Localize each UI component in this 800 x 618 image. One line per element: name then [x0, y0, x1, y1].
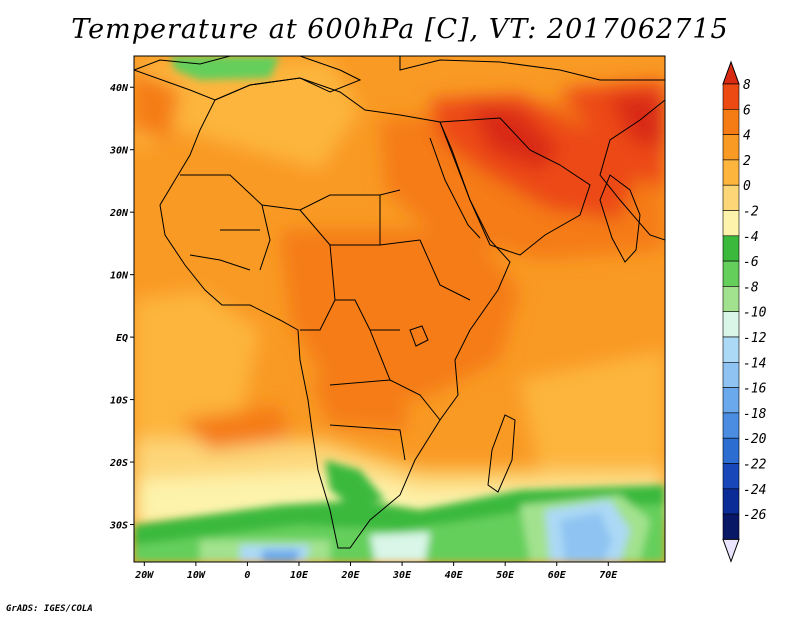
colorbar-swatch	[722, 184, 740, 211]
colorbar-label: -14	[743, 356, 766, 371]
colorbar-swatch	[722, 412, 740, 439]
colorbar-label: -24	[743, 483, 766, 498]
country-borders	[180, 174, 471, 461]
chart-title: Temperature at 600hPa [C], VT: 201706271…	[71, 14, 729, 45]
colorbar-label: -2	[743, 205, 759, 220]
colorbar-label: 2	[743, 154, 751, 169]
colorbar-swatch	[722, 463, 740, 490]
field-zone-mild-north	[134, 60, 360, 170]
field-zone-cold-cape	[370, 532, 430, 562]
colorbar-swatch	[722, 83, 740, 110]
field-zone-warm-sw	[180, 405, 290, 450]
colorbar: 8 6 4 2 0 -2 -4 -6 -8 -10 -12 -14 -16 -18 -20 -22 -24 -26	[722, 60, 767, 563]
x-tick-label: 0	[244, 570, 250, 581]
plot-frame	[133, 55, 666, 563]
colorbar-swatch	[722, 260, 740, 287]
colorbar-swatch	[722, 311, 740, 338]
x-tick-label: 50E	[496, 570, 515, 581]
colorbar-bottom-arrow	[722, 538, 740, 563]
colorbar-swatch	[722, 513, 740, 540]
x-tick-label: 20W	[134, 570, 154, 581]
colorbar-label: -26	[743, 508, 767, 523]
field-zone-coldest-west-core	[262, 550, 300, 562]
y-tick-label: EQ	[116, 333, 128, 344]
y-tick-label: 30S	[109, 521, 128, 532]
temperature-field	[134, 56, 665, 562]
y-tick-label: 20N	[109, 208, 129, 219]
colorbar-label: -10	[743, 306, 767, 321]
lake-victoria	[409, 325, 429, 347]
colorbar-label: -22	[743, 458, 767, 473]
field-zone-coldest-east-core	[560, 512, 612, 562]
field-zone-mild-east	[520, 350, 665, 470]
x-tick-label: 40E	[445, 570, 464, 581]
colorbar-top-arrow	[722, 60, 740, 85]
colorbar-swatch	[722, 210, 740, 237]
field-zone-warm-kalahari	[310, 380, 410, 430]
colorbar-label: -18	[743, 407, 767, 422]
colorbar-swatch	[722, 336, 740, 363]
colorbar-swatch	[722, 387, 740, 414]
y-tick-label: 40N	[110, 83, 129, 94]
colorbar-swatch	[722, 109, 740, 135]
colorbar-label: -16	[743, 382, 767, 397]
colorbar-label: 0	[743, 179, 751, 194]
colorbar-label: -4	[743, 230, 759, 245]
colorbar-swatch	[722, 159, 740, 186]
software-credit: GrADS: IGES/COLA	[6, 604, 93, 614]
y-axis-ticks: 40N 30N 20N 10N EQ 10S 20S 30S	[109, 83, 134, 532]
coastlines	[134, 56, 665, 549]
field-zone-mild-west	[134, 290, 260, 440]
red-sea	[429, 137, 481, 239]
arabia-coastline	[439, 117, 591, 256]
x-tick-label: 30E	[392, 570, 412, 581]
field-zone-hottest-east	[610, 95, 665, 150]
colorbar-swatch	[722, 286, 740, 312]
x-axis-ticks: 20W 10W 0 10E 20E 30E 40E 50E 60E 70E	[134, 562, 618, 581]
colorbar-swatch	[722, 361, 740, 388]
y-tick-label: 20S	[109, 458, 128, 469]
x-tick-label: 10W	[187, 570, 206, 581]
x-tick-label: 70E	[599, 570, 618, 581]
colorbar-swatch	[722, 488, 740, 515]
x-tick-label: 20E	[340, 570, 360, 581]
x-tick-label: 60E	[548, 570, 567, 581]
india-coastline	[599, 174, 641, 263]
field-zone-warm-west	[134, 70, 180, 140]
colorbar-swatch	[722, 235, 740, 262]
colorbar-swatch	[722, 134, 740, 161]
field-zone-warm-center	[280, 230, 520, 400]
colorbar-label: 8	[743, 78, 751, 93]
madagascar-coastline	[487, 414, 516, 493]
colorbar-label: 4	[743, 129, 751, 144]
y-tick-label: 10S	[110, 396, 128, 407]
europe-coastline	[134, 56, 362, 101]
colorbar-label: -6	[743, 255, 759, 270]
asia-coastline	[399, 56, 665, 241]
colorbar-label: -12	[743, 331, 767, 346]
colorbar-label: 6	[743, 103, 751, 118]
field-zone-cold-kalahari	[325, 460, 385, 505]
y-tick-label: 30N	[109, 146, 129, 157]
field-zone-cool-mediterranean	[170, 56, 280, 80]
x-tick-label: 10E	[290, 570, 309, 581]
y-tick-label: 10N	[110, 271, 129, 282]
colorbar-swatch	[722, 437, 740, 464]
colorbar-label: -20	[743, 432, 767, 447]
colorbar-label: -8	[743, 280, 759, 295]
